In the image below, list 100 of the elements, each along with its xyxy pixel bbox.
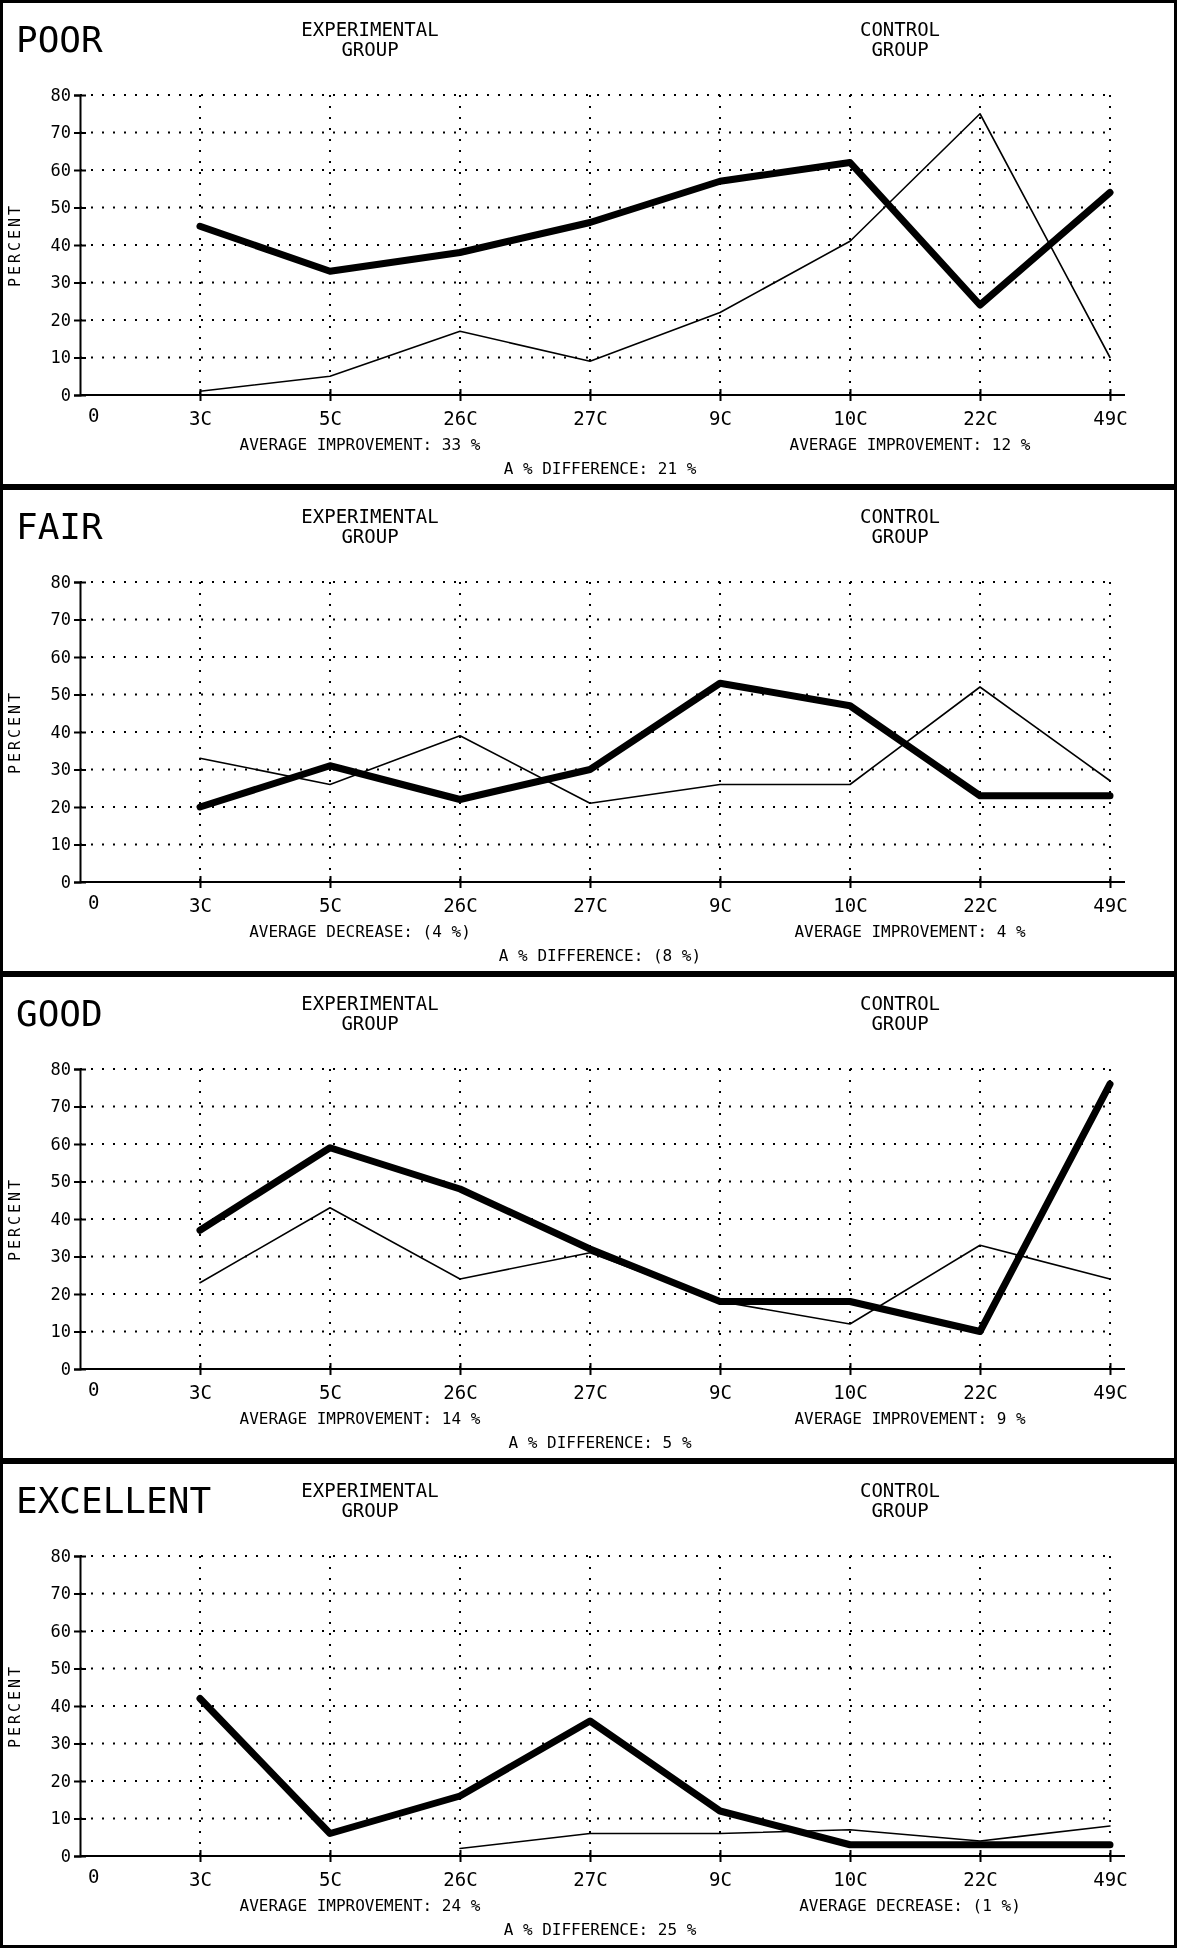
text: EXPERIMENTAL GROUP bbox=[301, 992, 439, 1034]
y-tick-label: 70 bbox=[50, 1096, 71, 1117]
text: AVERAGE IMPROVEMENT: 33 % bbox=[239, 435, 481, 454]
y-tick-label: 60 bbox=[50, 646, 71, 667]
y-tick-label: 60 bbox=[50, 1133, 71, 1154]
y-tick-label: 10 bbox=[50, 834, 71, 855]
y-tick-label: 70 bbox=[50, 1583, 71, 1604]
x-tick-label: 26C bbox=[443, 1380, 478, 1403]
x-tick-label: 10C bbox=[833, 893, 868, 916]
y-tick-label: 40 bbox=[50, 234, 71, 255]
y-tick-label: 40 bbox=[50, 721, 71, 742]
y-tick-label: 80 bbox=[50, 84, 71, 105]
y-axis-title: PERCENT bbox=[6, 1663, 24, 1749]
y-tick-label: 0 bbox=[60, 871, 71, 892]
text: A % DIFFERENCE: 21 % bbox=[503, 459, 697, 478]
y-tick-label: 20 bbox=[50, 309, 71, 330]
text: CONTROL GROUP bbox=[859, 505, 941, 547]
y-tick-label: 10 bbox=[50, 1808, 71, 1829]
y-tick-label: 70 bbox=[50, 122, 71, 143]
x-tick-label: 5C bbox=[319, 406, 342, 429]
x-tick-label: 9C bbox=[709, 893, 732, 916]
y-tick-label: 60 bbox=[50, 159, 71, 180]
text: 0 bbox=[88, 1378, 100, 1400]
x-tick-label: 22C bbox=[963, 1380, 998, 1403]
y-tick-label: 20 bbox=[50, 1770, 71, 1791]
x-tick-label: 49C bbox=[1093, 1867, 1128, 1890]
text: CONTROL GROUP bbox=[859, 992, 941, 1034]
text: EXPERIMENTAL GROUP bbox=[301, 1479, 439, 1521]
x-tick-label: 26C bbox=[443, 1867, 478, 1890]
y-tick-label: 70 bbox=[50, 609, 71, 630]
x-tick-label: 27C bbox=[573, 1867, 608, 1890]
x-tick-label: 3C bbox=[189, 406, 212, 429]
x-tick-label: 49C bbox=[1093, 893, 1128, 916]
y-tick-label: 0 bbox=[60, 1358, 71, 1379]
text: 0 bbox=[88, 404, 100, 426]
x-tick-label: 27C bbox=[573, 893, 608, 916]
y-tick-label: 10 bbox=[50, 347, 71, 368]
x-tick-label: 3C bbox=[189, 1867, 212, 1890]
y-tick-label: 80 bbox=[50, 1058, 71, 1079]
text: EXPERIMENTAL GROUP bbox=[301, 505, 439, 547]
x-tick-label: 22C bbox=[963, 1867, 998, 1890]
x-tick-label: 26C bbox=[443, 406, 478, 429]
y-tick-label: 30 bbox=[50, 272, 71, 293]
x-tick-label: 22C bbox=[963, 893, 998, 916]
text: A % DIFFERENCE: 25 % bbox=[503, 1920, 697, 1939]
y-tick-label: 50 bbox=[50, 1658, 71, 1679]
x-tick-label: 9C bbox=[709, 1867, 732, 1890]
x-tick-label: 9C bbox=[709, 406, 732, 429]
y-tick-label: 10 bbox=[50, 1321, 71, 1342]
text: CONTROL GROUP bbox=[859, 1479, 941, 1521]
x-tick-label: 9C bbox=[709, 1380, 732, 1403]
y-tick-label: 0 bbox=[60, 384, 71, 405]
x-tick-label: 49C bbox=[1093, 1380, 1128, 1403]
text: A % DIFFERENCE: 5 % bbox=[508, 1433, 692, 1452]
text: AVERAGE IMPROVEMENT: 4 % bbox=[794, 922, 1026, 941]
x-tick-label: 10C bbox=[833, 406, 868, 429]
y-tick-label: 50 bbox=[50, 1171, 71, 1192]
text: A % DIFFERENCE: (8 %) bbox=[498, 946, 702, 965]
y-tick-label: 50 bbox=[50, 684, 71, 705]
y-tick-label: 60 bbox=[50, 1620, 71, 1641]
chart-title: FAIR bbox=[16, 506, 104, 547]
x-tick-label: 27C bbox=[573, 1380, 608, 1403]
x-tick-label: 22C bbox=[963, 406, 998, 429]
y-tick-label: 80 bbox=[50, 571, 71, 592]
text: EXPERIMENTAL GROUP bbox=[301, 18, 439, 60]
y-tick-label: 40 bbox=[50, 1695, 71, 1716]
x-tick-label: 26C bbox=[443, 893, 478, 916]
x-tick-label: 5C bbox=[319, 893, 342, 916]
y-tick-label: 30 bbox=[50, 759, 71, 780]
x-tick-label: 10C bbox=[833, 1380, 868, 1403]
text: AVERAGE IMPROVEMENT: 14 % bbox=[239, 1409, 481, 1428]
text: AVERAGE IMPROVEMENT: 9 % bbox=[794, 1409, 1026, 1428]
x-tick-label: 5C bbox=[319, 1867, 342, 1890]
text: CONTROL GROUP bbox=[859, 18, 941, 60]
y-tick-label: 30 bbox=[50, 1246, 71, 1267]
text: AVERAGE DECREASE: (4 %) bbox=[249, 922, 471, 941]
chart-title: EXCELLENT bbox=[16, 1480, 212, 1521]
y-tick-label: 80 bbox=[50, 1545, 71, 1566]
x-tick-label: 27C bbox=[573, 406, 608, 429]
x-tick-label: 49C bbox=[1093, 406, 1128, 429]
text: AVERAGE IMPROVEMENT: 24 % bbox=[239, 1896, 481, 1915]
y-axis-title: PERCENT bbox=[6, 202, 24, 288]
x-tick-label: 10C bbox=[833, 1867, 868, 1890]
y-tick-label: 0 bbox=[60, 1845, 71, 1866]
x-tick-label: 3C bbox=[189, 893, 212, 916]
text: 0 bbox=[88, 891, 100, 913]
x-tick-label: 5C bbox=[319, 1380, 342, 1403]
text: AVERAGE DECREASE: (1 %) bbox=[799, 1896, 1021, 1915]
x-tick-label: 3C bbox=[189, 1380, 212, 1403]
y-tick-label: 50 bbox=[50, 197, 71, 218]
y-tick-label: 20 bbox=[50, 1283, 71, 1304]
chart-title: POOR bbox=[16, 19, 104, 60]
y-axis-title: PERCENT bbox=[6, 689, 24, 775]
y-tick-label: 30 bbox=[50, 1733, 71, 1754]
y-tick-label: 40 bbox=[50, 1208, 71, 1229]
text: 0 bbox=[88, 1865, 100, 1887]
text: AVERAGE IMPROVEMENT: 12 % bbox=[789, 435, 1031, 454]
y-axis-title: PERCENT bbox=[6, 1176, 24, 1262]
y-tick-label: 20 bbox=[50, 796, 71, 817]
chart-title: GOOD bbox=[16, 993, 103, 1034]
